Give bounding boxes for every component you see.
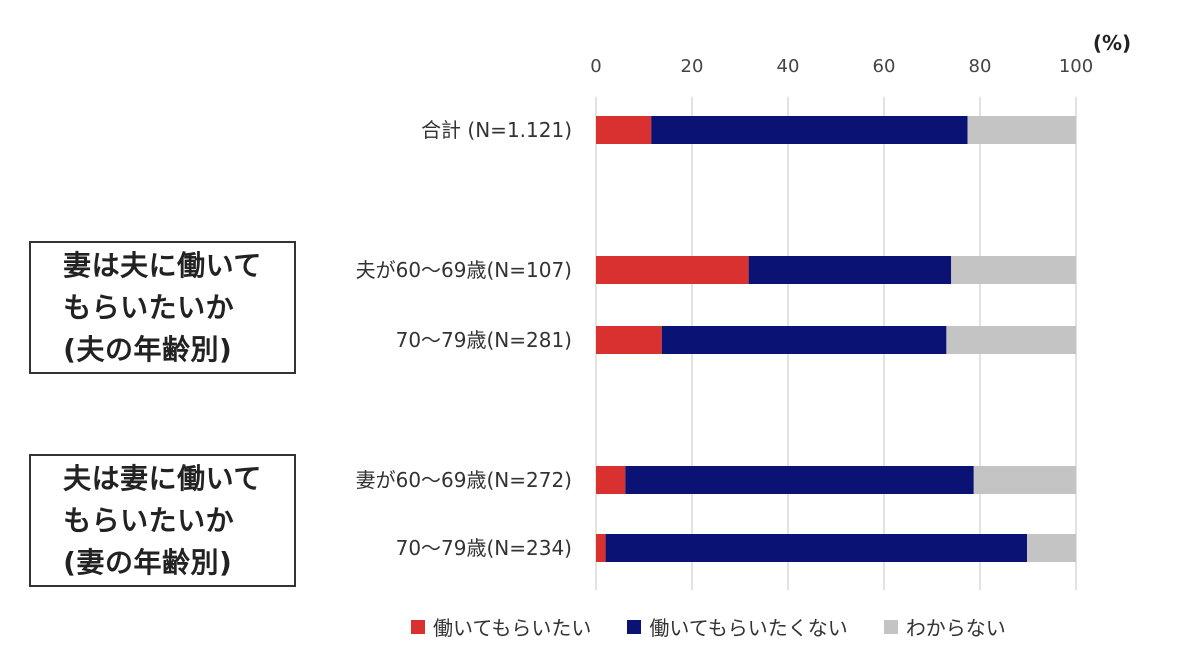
x-tick-label: 0	[590, 56, 601, 77]
legend-item: 働いてもらいたい	[411, 612, 591, 641]
bar-segment	[946, 326, 1076, 354]
x-tick-label: 80	[969, 56, 992, 77]
bar-segment	[596, 534, 606, 562]
legend-swatch	[411, 619, 425, 634]
group-label-line: もらいたいか	[63, 290, 235, 324]
legend-label: 働いてもらいたい	[433, 616, 592, 640]
bar-segment	[625, 466, 974, 494]
group-label-line: もらいたいか	[63, 503, 235, 537]
bar-segment	[1027, 534, 1076, 562]
bar-segment	[973, 466, 1076, 494]
group-label-line: 妻は夫に働いて	[63, 248, 262, 282]
category-label: 妻が60〜69歳(N=272)	[356, 468, 572, 492]
legend-label: 働いてもらいたくない	[649, 616, 848, 640]
x-tick-label: 40	[777, 56, 800, 77]
legend-item: 働いてもらいたくない	[627, 612, 848, 641]
bar-segment	[967, 116, 1076, 144]
group-label-line: (夫の年齢別)	[63, 332, 233, 366]
legend-swatch	[883, 619, 898, 634]
group-label-text: 妻は夫に働いて もらいたいか (夫の年齢別)	[63, 245, 262, 371]
bar-segment	[596, 256, 749, 284]
x-tick-label: 60	[873, 56, 896, 77]
category-labels: 合計 (N=1.121) 夫が60〜69歳(N=107) 70〜79歳(N=281)…	[356, 118, 572, 560]
bar-segment	[651, 116, 968, 144]
bar-segment	[596, 466, 626, 494]
x-tick-label: 20	[681, 56, 704, 77]
legend-label: わからない	[905, 616, 1006, 640]
bars	[596, 116, 1076, 562]
group-label-line: (妻の年齢別)	[63, 545, 233, 579]
category-label: 70〜79歳(N=281)	[396, 328, 572, 352]
bar-segment	[605, 534, 1028, 562]
legend-swatch	[627, 619, 642, 634]
category-label: 合計 (N=1.121)	[421, 118, 572, 142]
category-label: 70〜79歳(N=234)	[396, 536, 572, 560]
x-tick-label: 100	[1059, 56, 1093, 77]
group-label-wife-age: 夫は妻に働いて もらいたいか (妻の年齢別)	[29, 454, 296, 587]
category-label: 夫が60〜69歳(N=107)	[356, 258, 572, 282]
bar-segment	[596, 116, 652, 144]
bar-segment	[748, 256, 952, 284]
x-tick-labels: 0 20 40 60 80 100	[590, 56, 1093, 77]
unit-label: (%)	[1093, 31, 1131, 55]
legend-item: わからない	[883, 612, 1006, 641]
group-label-line: 夫は妻に働いて	[63, 461, 262, 495]
bar-segment	[596, 326, 662, 354]
legend: 働いてもらいたい 働いてもらいたくない わからない	[411, 612, 1042, 641]
bar-segment	[661, 326, 947, 354]
group-label-husband-age: 妻は夫に働いて もらいたいか (夫の年齢別)	[29, 241, 296, 374]
bar-segment	[951, 256, 1076, 284]
group-label-text: 夫は妻に働いて もらいたいか (妻の年齢別)	[63, 458, 262, 584]
